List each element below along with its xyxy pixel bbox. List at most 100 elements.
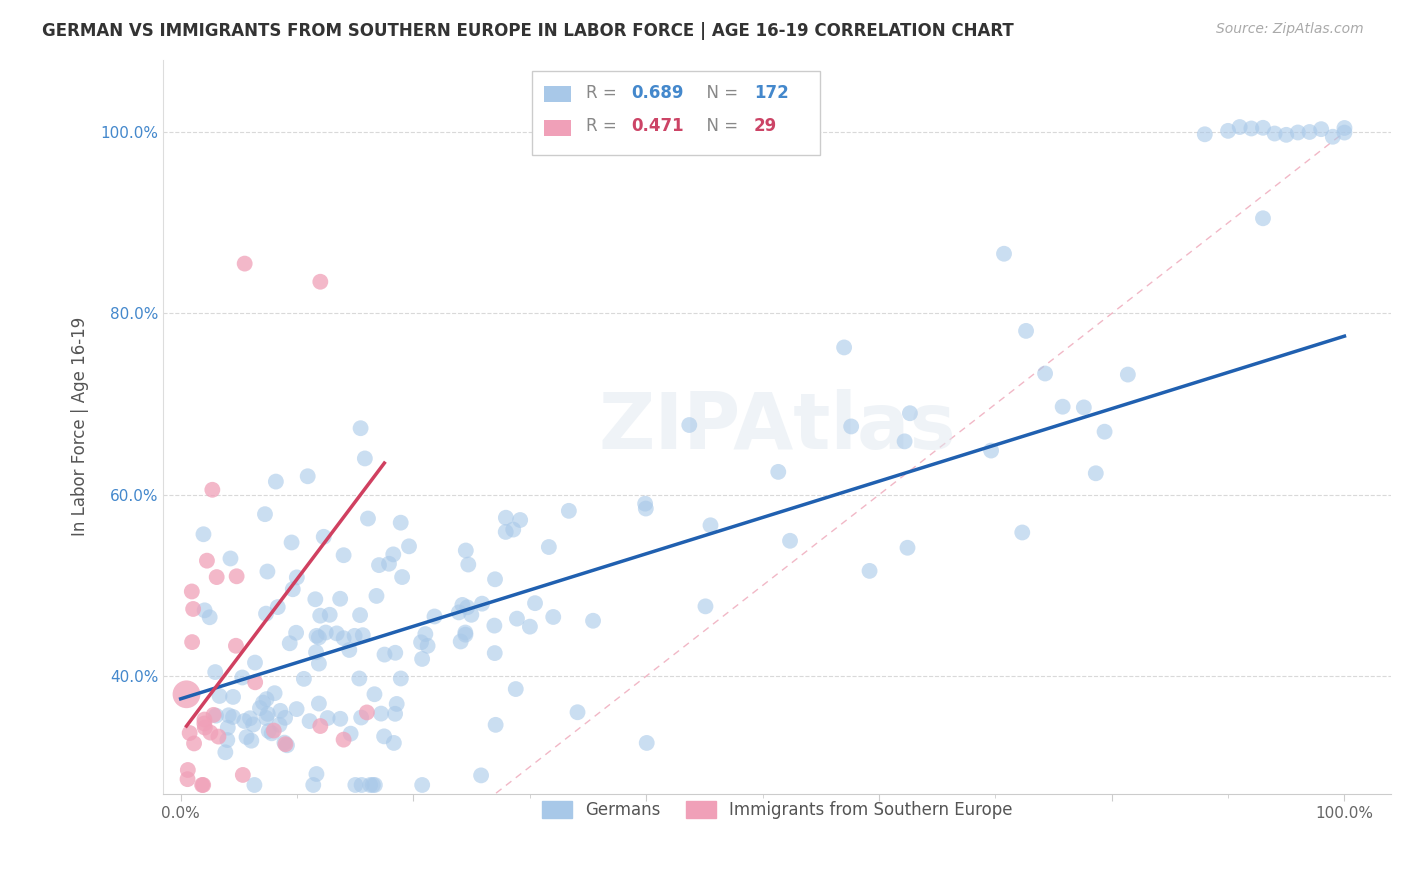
Text: N =: N = xyxy=(696,84,744,102)
Point xyxy=(201,483,224,497)
Point xyxy=(243,656,266,670)
Point xyxy=(309,275,332,289)
Point xyxy=(194,721,217,735)
Point xyxy=(858,564,880,578)
Point xyxy=(352,628,374,642)
Point xyxy=(256,565,278,579)
Text: R =: R = xyxy=(585,118,621,136)
Point xyxy=(893,434,915,449)
Point xyxy=(471,597,494,611)
Point xyxy=(176,687,198,701)
Point xyxy=(368,558,391,573)
Point xyxy=(457,558,479,572)
Point xyxy=(344,778,367,792)
Point xyxy=(415,627,437,641)
Y-axis label: In Labor Force | Age 16-19: In Labor Force | Age 16-19 xyxy=(72,318,89,536)
Point xyxy=(332,631,354,645)
Point xyxy=(193,527,215,541)
Point xyxy=(179,726,201,740)
Point xyxy=(1333,120,1355,135)
Text: 29: 29 xyxy=(754,118,778,136)
Point xyxy=(177,763,200,777)
Point xyxy=(350,778,373,792)
Point xyxy=(1033,367,1056,381)
Point xyxy=(257,723,280,738)
Point xyxy=(454,543,477,558)
Point xyxy=(361,778,384,792)
Point xyxy=(308,657,330,671)
Point xyxy=(1084,467,1107,481)
Point xyxy=(281,582,304,597)
Point xyxy=(305,629,328,643)
Point xyxy=(779,533,801,548)
Point xyxy=(308,697,330,711)
Point xyxy=(567,705,589,719)
Point xyxy=(373,648,395,662)
Point xyxy=(263,723,285,738)
Point xyxy=(370,706,392,721)
Point xyxy=(1229,120,1251,134)
Point xyxy=(454,625,477,640)
Point xyxy=(233,714,256,728)
Point xyxy=(1240,121,1263,136)
Text: Source: ZipAtlas.com: Source: ZipAtlas.com xyxy=(1216,22,1364,37)
Point xyxy=(273,736,295,750)
Point xyxy=(349,608,371,623)
Point xyxy=(634,501,657,516)
Point xyxy=(896,541,918,555)
Point xyxy=(378,557,401,571)
Point xyxy=(1298,125,1320,139)
Point xyxy=(359,778,381,792)
Point xyxy=(411,778,433,792)
Point xyxy=(225,569,247,583)
Point xyxy=(269,704,291,718)
Point xyxy=(582,614,605,628)
Point xyxy=(305,767,328,781)
Point xyxy=(450,634,472,648)
Point xyxy=(416,639,439,653)
Point xyxy=(297,469,319,483)
Point xyxy=(181,635,204,649)
Point xyxy=(205,570,228,584)
Point xyxy=(233,257,256,271)
Point xyxy=(276,739,298,753)
Point xyxy=(274,737,297,751)
Point xyxy=(217,733,239,747)
Point xyxy=(332,548,354,562)
Point xyxy=(409,635,432,649)
Point xyxy=(385,697,408,711)
Point xyxy=(1116,368,1139,382)
Point xyxy=(1052,400,1074,414)
FancyBboxPatch shape xyxy=(531,70,820,155)
Point xyxy=(1073,401,1095,415)
Point xyxy=(243,675,266,690)
Point xyxy=(269,718,291,732)
Point xyxy=(256,706,278,721)
Point xyxy=(678,417,700,432)
Point xyxy=(260,726,283,740)
Point xyxy=(411,652,433,666)
Point xyxy=(389,516,412,530)
Point xyxy=(832,340,855,354)
Point xyxy=(315,625,337,640)
Text: R =: R = xyxy=(585,84,621,102)
Point xyxy=(205,708,228,723)
Point xyxy=(240,733,263,747)
Point xyxy=(1275,128,1298,142)
Point xyxy=(1011,525,1033,540)
Text: 0.471: 0.471 xyxy=(631,118,683,136)
Point xyxy=(980,443,1002,458)
Point xyxy=(357,511,380,525)
Point xyxy=(329,591,352,606)
Point xyxy=(349,672,371,686)
Text: ZIPAtlas: ZIPAtlas xyxy=(599,389,956,465)
Point xyxy=(541,610,564,624)
Point xyxy=(285,702,308,716)
Point xyxy=(232,768,254,782)
Point xyxy=(208,689,231,703)
Point xyxy=(256,692,278,706)
Point xyxy=(382,548,405,562)
Point xyxy=(1194,128,1216,142)
Point xyxy=(373,730,395,744)
Point xyxy=(194,603,217,617)
